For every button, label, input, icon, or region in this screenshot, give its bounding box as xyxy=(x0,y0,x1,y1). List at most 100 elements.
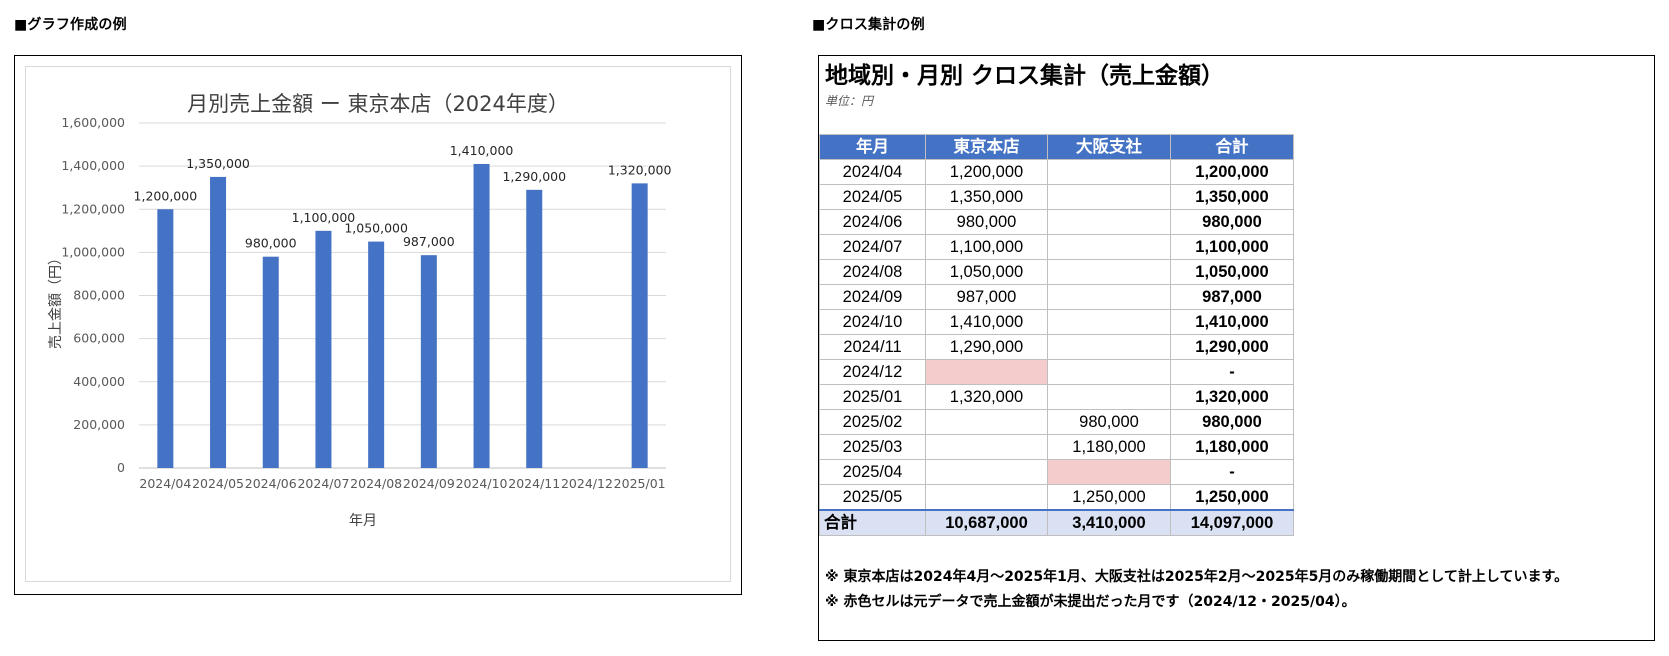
cell-total[interactable]: 987,000 xyxy=(1170,284,1294,310)
cell-total[interactable]: 1,100,000 xyxy=(1170,234,1294,260)
cell-total[interactable]: 980,000 xyxy=(1170,209,1294,235)
cell-osaka[interactable] xyxy=(1047,459,1171,485)
cell-month[interactable]: 2025/05 xyxy=(819,484,926,511)
cell-osaka[interactable] xyxy=(1047,234,1171,260)
y-tick-label: 1,600,000 xyxy=(61,115,125,130)
cell-osaka[interactable] xyxy=(1047,184,1171,210)
cell-total[interactable]: 1,410,000 xyxy=(1170,309,1294,335)
cell-osaka[interactable] xyxy=(1047,359,1171,385)
table-row: 2025/01 1,320,000 1,320,000 xyxy=(819,384,1294,410)
table-row: 2025/02 980,000 980,000 xyxy=(819,409,1294,435)
cell-month[interactable]: 2024/04 xyxy=(819,159,926,185)
x-tick-label: 2024/04 xyxy=(139,476,191,491)
header-osaka[interactable]: 大阪支社 xyxy=(1047,134,1171,160)
table-row: 2024/07 1,100,000 1,100,000 xyxy=(819,234,1294,260)
cell-tokyo[interactable] xyxy=(925,409,1048,435)
table-row: 2024/12 - xyxy=(819,359,1294,385)
cell-month[interactable]: 2024/08 xyxy=(819,259,926,285)
table-row: 2024/08 1,050,000 1,050,000 xyxy=(819,259,1294,285)
data-label: 1,200,000 xyxy=(134,188,198,203)
cell-total[interactable]: 1,350,000 xyxy=(1170,184,1294,210)
cell-tokyo[interactable] xyxy=(925,484,1048,511)
cell-total[interactable]: 1,050,000 xyxy=(1170,259,1294,285)
cell-osaka[interactable] xyxy=(1047,284,1171,310)
cell-total[interactable]: 1,180,000 xyxy=(1170,434,1294,460)
cell-month[interactable]: 2024/09 xyxy=(819,284,926,310)
y-axis-title: 売上金額（円） xyxy=(48,251,64,349)
grand-total-osaka[interactable]: 3,410,000 xyxy=(1047,509,1171,536)
cell-month[interactable]: 2024/07 xyxy=(819,234,926,260)
cell-osaka[interactable]: 1,250,000 xyxy=(1047,484,1171,511)
cell-total[interactable]: 1,250,000 xyxy=(1170,484,1294,511)
grand-total-label[interactable]: 合計 xyxy=(819,509,926,536)
bar[interactable] xyxy=(210,176,227,468)
x-tick-label: 2024/12 xyxy=(561,476,613,491)
cell-osaka[interactable]: 1,180,000 xyxy=(1047,434,1171,460)
cell-osaka[interactable]: 980,000 xyxy=(1047,409,1171,435)
crosstab-title: 地域別・月別 クロス集計（売上金額） xyxy=(825,63,1225,89)
bar[interactable] xyxy=(526,189,543,468)
cell-osaka[interactable] xyxy=(1047,259,1171,285)
cell-month[interactable]: 2024/06 xyxy=(819,209,926,235)
grand-total-sum[interactable]: 14,097,000 xyxy=(1170,509,1294,536)
table-row: 2024/06 980,000 980,000 xyxy=(819,209,1294,235)
cell-tokyo[interactable]: 1,050,000 xyxy=(925,259,1048,285)
cell-total[interactable]: - xyxy=(1170,459,1294,485)
cell-total[interactable]: 1,320,000 xyxy=(1170,384,1294,410)
data-label: 1,050,000 xyxy=(344,221,408,236)
cell-month[interactable]: 2024/05 xyxy=(819,184,926,210)
cell-osaka[interactable] xyxy=(1047,159,1171,185)
x-tick-label: 2024/10 xyxy=(456,476,508,491)
cell-month[interactable]: 2025/04 xyxy=(819,459,926,485)
y-tick-label: 1,200,000 xyxy=(61,201,125,216)
cell-tokyo[interactable]: 1,320,000 xyxy=(925,384,1048,410)
cell-month[interactable]: 2024/11 xyxy=(819,334,926,360)
chart-area[interactable]: 月別売上金額 ー 東京本店（2024年度） 0 200,000 400,000 600… xyxy=(25,66,731,582)
cell-tokyo[interactable]: 1,350,000 xyxy=(925,184,1048,210)
bar[interactable] xyxy=(157,209,174,468)
cell-tokyo[interactable] xyxy=(925,359,1048,385)
header-tokyo[interactable]: 東京本店 xyxy=(925,134,1048,160)
bar[interactable] xyxy=(473,163,490,468)
cell-osaka[interactable] xyxy=(1047,384,1171,410)
cell-tokyo[interactable]: 987,000 xyxy=(925,284,1048,310)
grand-total-tokyo[interactable]: 10,687,000 xyxy=(925,509,1048,536)
cell-tokyo[interactable]: 1,290,000 xyxy=(925,334,1048,360)
bar[interactable] xyxy=(315,230,332,468)
bar[interactable] xyxy=(420,255,437,468)
cell-osaka[interactable] xyxy=(1047,334,1171,360)
data-label: 980,000 xyxy=(245,236,297,251)
header-total[interactable]: 合計 xyxy=(1170,134,1294,160)
header-month[interactable]: 年月 xyxy=(819,134,926,160)
data-label: 987,000 xyxy=(403,234,455,249)
x-tick-label: 2024/07 xyxy=(297,476,349,491)
bar[interactable] xyxy=(368,241,385,468)
bar[interactable] xyxy=(262,256,279,468)
cell-total[interactable]: - xyxy=(1170,359,1294,385)
cell-tokyo[interactable]: 1,410,000 xyxy=(925,309,1048,335)
bar-chart: 月別売上金額 ー 東京本店（2024年度） 0 200,000 400,000 600… xyxy=(48,92,672,529)
cell-tokyo[interactable] xyxy=(925,434,1048,460)
note-operating-period: ※ 東京本店は2024年4月～2025年1月、大阪支社は2025年2月～2025… xyxy=(825,569,1569,585)
cell-total[interactable]: 1,200,000 xyxy=(1170,159,1294,185)
cell-osaka[interactable] xyxy=(1047,309,1171,335)
cell-month[interactable]: 2025/01 xyxy=(819,384,926,410)
cell-month[interactable]: 2024/10 xyxy=(819,309,926,335)
cell-total[interactable]: 980,000 xyxy=(1170,409,1294,435)
cell-month[interactable]: 2025/02 xyxy=(819,409,926,435)
cell-month[interactable]: 2025/03 xyxy=(819,434,926,460)
cell-tokyo[interactable]: 1,200,000 xyxy=(925,159,1048,185)
x-tick-label: 2025/01 xyxy=(614,476,666,491)
cell-tokyo[interactable] xyxy=(925,459,1048,485)
cell-tokyo[interactable]: 980,000 xyxy=(925,209,1048,235)
table-row: 2024/04 1,200,000 1,200,000 xyxy=(819,159,1294,185)
cell-osaka[interactable] xyxy=(1047,209,1171,235)
cell-total[interactable]: 1,290,000 xyxy=(1170,334,1294,360)
y-tick-label: 800,000 xyxy=(73,288,125,303)
crosstab-table: 年月 東京本店 大阪支社 合計 2024/04 1,200,000 1,200,00… xyxy=(819,134,1294,536)
x-tick-label: 2024/05 xyxy=(192,476,244,491)
bar[interactable] xyxy=(631,183,648,468)
cell-tokyo[interactable]: 1,100,000 xyxy=(925,234,1048,260)
cell-month[interactable]: 2024/12 xyxy=(819,359,926,385)
crosstab-panel: 地域別・月別 クロス集計（売上金額） 単位：円 年月 東京本店 大阪支社 合計 … xyxy=(818,55,1655,641)
